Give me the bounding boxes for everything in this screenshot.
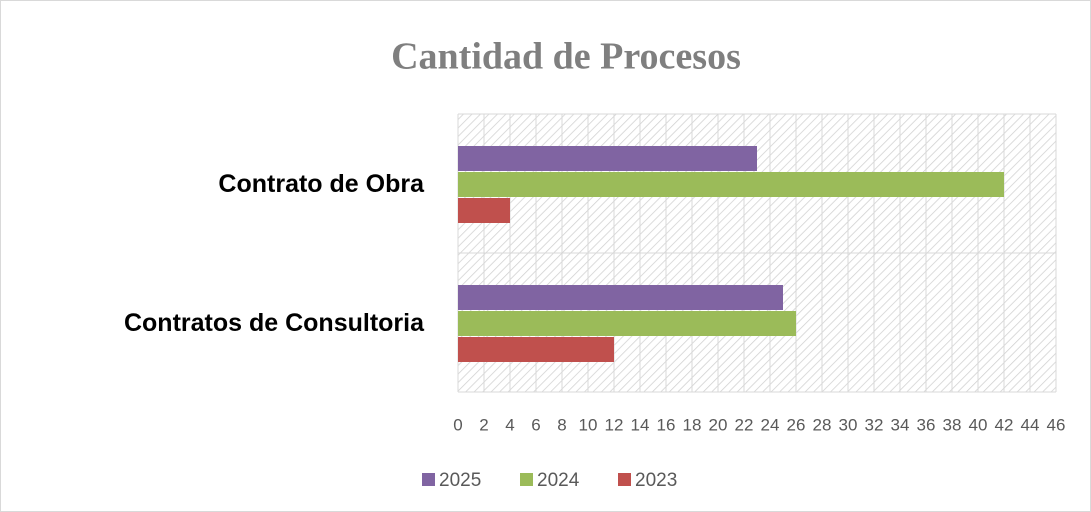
x-tick-label: 2 — [479, 415, 488, 434]
x-tick-label: 30 — [839, 415, 858, 434]
x-tick-label: 4 — [505, 415, 514, 434]
x-tick-label: 32 — [865, 415, 884, 434]
x-tick-label: 34 — [891, 415, 910, 434]
legend-label: 2023 — [635, 470, 677, 491]
x-tick-label: 42 — [995, 415, 1014, 434]
x-tick-label: 46 — [1047, 415, 1066, 434]
x-tick-label: 28 — [813, 415, 832, 434]
legend-swatch — [422, 473, 435, 486]
x-tick-label: 14 — [631, 415, 650, 434]
bar — [458, 146, 757, 171]
legend-label: 2024 — [537, 470, 580, 491]
legend-swatch — [618, 473, 631, 486]
x-tick-label: 26 — [787, 415, 806, 434]
x-tick-label: 20 — [709, 415, 728, 434]
x-tick-label: 8 — [557, 415, 566, 434]
legend-label: 2025 — [439, 470, 481, 491]
x-tick-label: 10 — [579, 415, 598, 434]
x-tick-label: 6 — [531, 415, 540, 434]
legend-swatch — [520, 473, 533, 486]
x-tick-label: 38 — [943, 415, 962, 434]
bar — [458, 337, 614, 362]
category-label: Contrato de Obra — [218, 170, 425, 198]
x-tick-label: 12 — [605, 415, 624, 434]
x-tick-label: 22 — [735, 415, 754, 434]
x-tick-label: 0 — [453, 415, 462, 434]
x-tick-label: 44 — [1021, 415, 1040, 434]
bar — [458, 311, 796, 336]
x-tick-label: 36 — [917, 415, 936, 434]
x-tick-label: 16 — [657, 415, 676, 434]
x-tick-label: 40 — [969, 415, 988, 434]
category-label: Contratos de Consultoria — [124, 309, 425, 337]
x-tick-label: 24 — [761, 415, 780, 434]
bar — [458, 172, 1004, 197]
bar — [458, 198, 510, 223]
x-tick-label: 18 — [683, 415, 702, 434]
bar — [458, 285, 783, 310]
chart-title: Cantidad de Procesos — [391, 36, 741, 78]
